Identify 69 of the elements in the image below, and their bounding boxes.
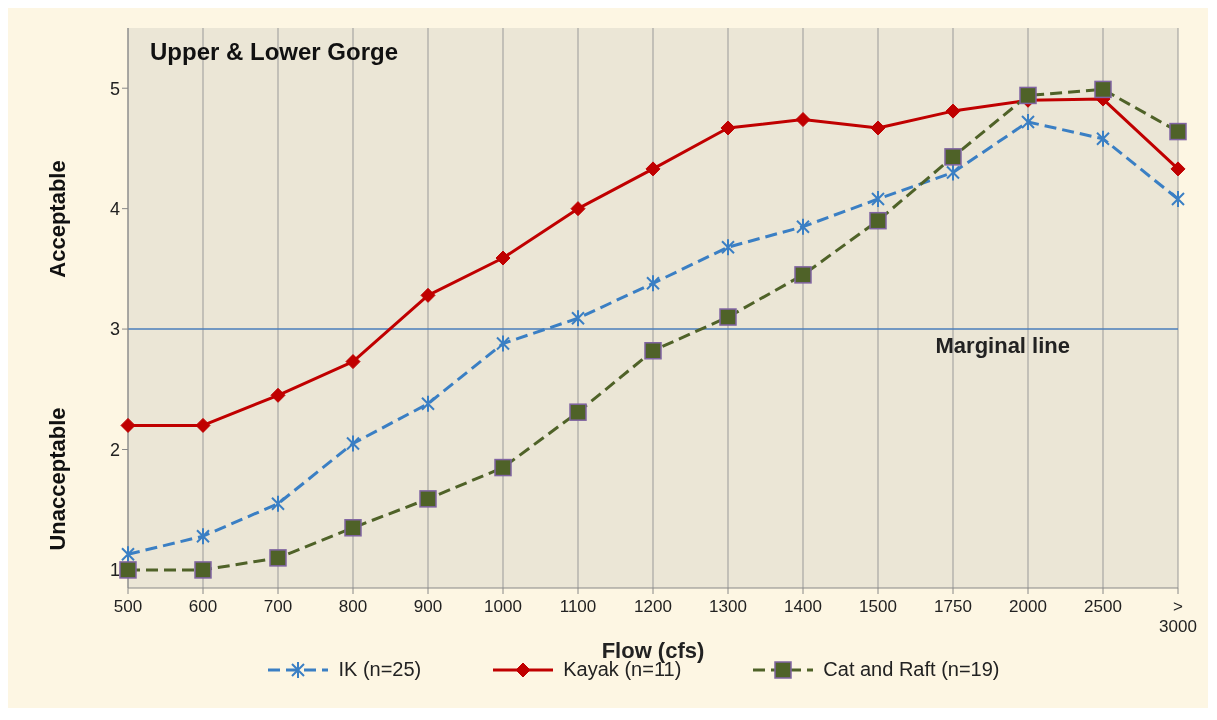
point: [794, 266, 812, 284]
point: [421, 394, 435, 413]
point: [121, 545, 135, 564]
point: [571, 309, 585, 328]
point: [1170, 161, 1186, 177]
x-tick-label: 1300: [709, 597, 747, 616]
point: [120, 417, 136, 433]
y-tick-label: 5: [109, 78, 120, 99]
y-tick-label: 2: [109, 439, 120, 460]
y-tick-label: 3: [109, 319, 120, 340]
y-tick-label: 4: [109, 199, 120, 220]
point: [721, 238, 735, 257]
x-tick-label: 800: [338, 597, 368, 616]
point: [795, 112, 811, 128]
point: [646, 274, 660, 293]
x-tick-label: 1400: [784, 597, 822, 616]
legend-label: Cat and Raft (n=19): [823, 658, 1000, 681]
x-tick-label: 2500: [1084, 597, 1122, 616]
x-tick-label: 2000: [1009, 597, 1047, 616]
point: [344, 519, 362, 537]
point: [570, 201, 586, 217]
point: [271, 494, 285, 513]
point: [420, 287, 436, 303]
point: [944, 148, 962, 166]
point: [1094, 80, 1112, 99]
y-tick-label: 1: [109, 560, 120, 581]
text: Unacceptable: [45, 407, 71, 551]
point: [269, 549, 287, 567]
x-tick-label: 1500: [859, 597, 897, 616]
point: [1021, 112, 1035, 131]
point: [1019, 86, 1037, 105]
point: [645, 161, 661, 177]
x-tick-label: 600: [188, 597, 218, 616]
point: [1169, 122, 1187, 141]
x-tick-label: 1100: [559, 597, 597, 616]
point: [644, 342, 662, 360]
ref-line-label: Marginal line: [935, 332, 1070, 358]
x-tick-label: 700: [263, 597, 293, 616]
x-tick-label: 900: [413, 597, 443, 616]
point: [869, 211, 887, 230]
point: [419, 490, 437, 508]
point: [720, 120, 736, 136]
point: [870, 120, 886, 136]
point: [194, 561, 212, 579]
x-tick-label: 1750: [934, 597, 972, 616]
point: [719, 308, 737, 326]
chart-title: Upper & Lower Gorge: [150, 38, 399, 66]
x-tick-label: 1000: [484, 597, 522, 616]
point: [346, 434, 360, 453]
legend-label: IK (n=25): [338, 658, 422, 681]
point: [1171, 190, 1185, 209]
point: [119, 561, 137, 579]
point: [196, 527, 210, 546]
point: [270, 387, 286, 403]
point: [496, 334, 510, 353]
point: [569, 403, 587, 421]
point: [945, 103, 961, 119]
x-tick-label: > 3000: [1159, 597, 1197, 636]
point: [796, 217, 810, 236]
x-tick-label: 1200: [634, 597, 672, 616]
point: [871, 190, 885, 209]
point: [1096, 129, 1110, 148]
point: [495, 250, 511, 266]
point: [946, 163, 960, 182]
text: Acceptable: [45, 159, 71, 278]
x-tick-label: 500: [113, 597, 143, 616]
point: [195, 417, 211, 433]
point: [494, 458, 512, 477]
point: [345, 354, 361, 370]
